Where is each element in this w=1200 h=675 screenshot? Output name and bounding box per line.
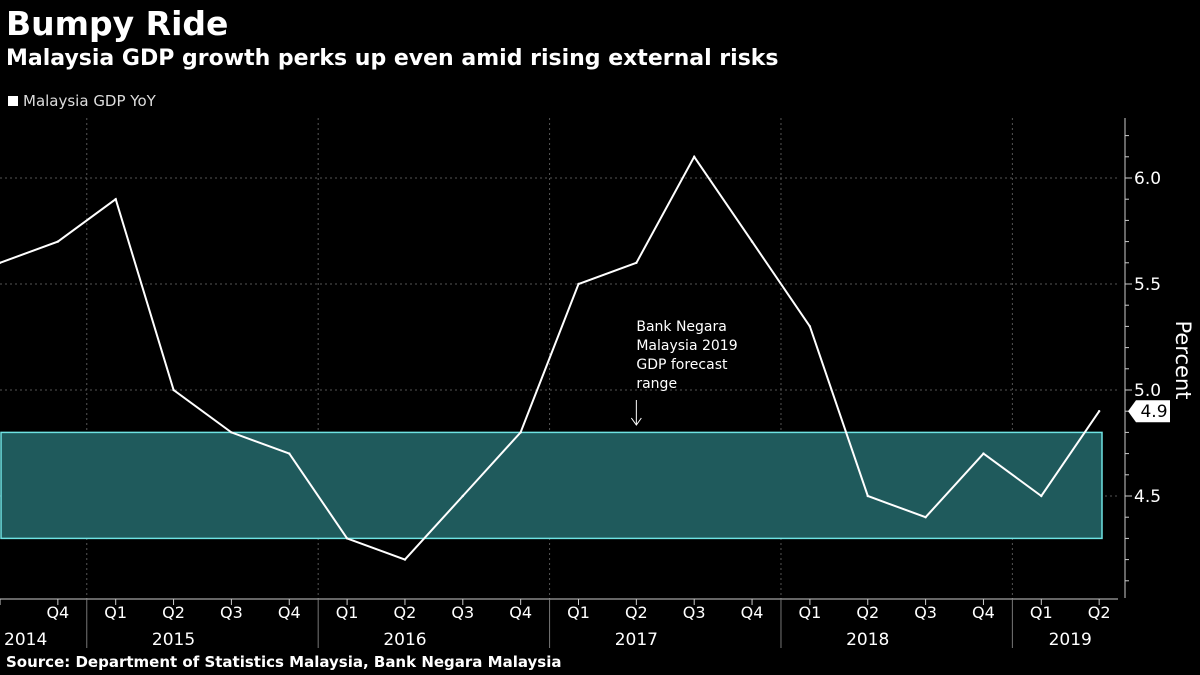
y-tick-label: 5.5 bbox=[1134, 275, 1161, 295]
series-layer bbox=[0, 154, 1101, 561]
x-tick-label: Q3 bbox=[683, 603, 706, 622]
chart-subtitle: Malaysia GDP growth perks up even amid r… bbox=[6, 46, 779, 71]
data-point bbox=[1040, 494, 1043, 498]
data-point bbox=[750, 240, 754, 243]
legend-label: Malaysia GDP YoY bbox=[23, 92, 156, 110]
y-tick-label: 5.0 bbox=[1134, 381, 1161, 401]
data-point bbox=[924, 516, 927, 519]
legend: Malaysia GDP YoY bbox=[8, 92, 156, 110]
x-tick-label: Q1 bbox=[336, 603, 359, 622]
x-tick-label: Q1 bbox=[104, 603, 127, 622]
x-tick-label: Q4 bbox=[972, 603, 995, 622]
x-tick-label: Q2 bbox=[625, 603, 648, 622]
chart-title: Bumpy Ride bbox=[6, 4, 229, 43]
data-point bbox=[403, 558, 407, 561]
x-tick-label: Q2 bbox=[394, 603, 417, 622]
x-tick-label: Q1 bbox=[567, 603, 590, 622]
data-point bbox=[693, 155, 696, 158]
data-point bbox=[866, 494, 869, 498]
annotations: Bank Negara Malaysia 2019 GDP forecast rang… bbox=[630, 319, 1170, 426]
x-tick-label: Q3 bbox=[914, 603, 937, 622]
band-annotation-text: GDP forecast bbox=[636, 357, 728, 373]
legend-swatch bbox=[8, 96, 18, 106]
data-point bbox=[519, 431, 522, 434]
last-value-label: 4.9 bbox=[1140, 402, 1167, 422]
x-tick-label: Q4 bbox=[741, 603, 764, 622]
x-tick-label: Q2 bbox=[1088, 603, 1111, 622]
data-point bbox=[230, 431, 233, 434]
band-annotation-arrowhead bbox=[630, 417, 642, 426]
year-label: 2017 bbox=[615, 630, 658, 650]
x-tick-label: Q2 bbox=[856, 603, 879, 622]
y-axis-title: Percent bbox=[1171, 320, 1195, 399]
data-point bbox=[808, 325, 812, 328]
x-tick-label: Q1 bbox=[799, 603, 822, 622]
series-line-malaysia-gdp-yoy bbox=[0, 154, 1101, 561]
data-point bbox=[0, 261, 2, 264]
band-annotation-text: Malaysia 2019 bbox=[636, 338, 737, 354]
year-label: 2019 bbox=[1049, 630, 1092, 650]
band-annotation-text: Bank Negara bbox=[636, 319, 727, 335]
x-tick-label: Q4 bbox=[278, 603, 301, 622]
data-point bbox=[577, 282, 580, 286]
data-point bbox=[56, 240, 60, 243]
y-tick-label: 6.0 bbox=[1134, 169, 1161, 189]
source-note: Source: Department of Statistics Malaysi… bbox=[6, 653, 562, 671]
data-point bbox=[172, 388, 175, 392]
x-tick-label: Q4 bbox=[46, 603, 69, 622]
forecast-range-band bbox=[0, 431, 1103, 540]
x-tick-label: Q4 bbox=[509, 603, 532, 622]
data-point bbox=[1097, 410, 1101, 413]
x-tick-label: Q1 bbox=[1030, 603, 1053, 622]
forecast-band bbox=[0, 431, 1103, 540]
year-label: 2016 bbox=[383, 630, 426, 650]
data-point bbox=[461, 494, 464, 498]
data-point bbox=[982, 452, 985, 455]
year-label: 2014 bbox=[4, 630, 47, 650]
data-point bbox=[635, 261, 638, 264]
band-annotation-text: range bbox=[636, 376, 677, 392]
x-tick-label: Q3 bbox=[220, 603, 243, 622]
year-label: 2018 bbox=[846, 630, 889, 650]
x-tick-label: Q2 bbox=[162, 603, 185, 622]
data-point bbox=[288, 452, 291, 455]
data-point bbox=[114, 198, 117, 201]
y-tick-label: 4.5 bbox=[1134, 487, 1161, 507]
year-label: 2015 bbox=[152, 630, 195, 650]
last-value-badge bbox=[1128, 400, 1170, 423]
axes: 4.5 5.0 5.5 6.0 Percent Q4 Q1 Q2 Q3 Q4 Q1 Q2 Q3 Q4 Q1 Q… bbox=[0, 118, 1195, 650]
data-point bbox=[345, 537, 349, 540]
x-tick-label: Q3 bbox=[451, 603, 474, 622]
